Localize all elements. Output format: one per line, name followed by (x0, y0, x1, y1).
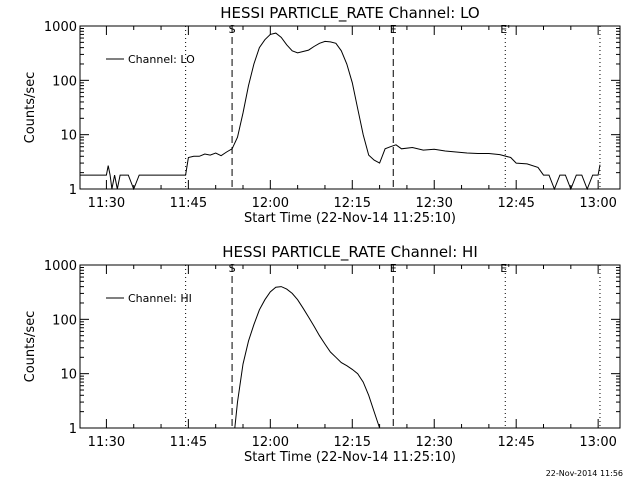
chart-hi-xtick-label: 12:00 (252, 435, 289, 450)
chart-hi-ytick-label: 10 (60, 368, 77, 383)
chart-lo-legend-label: Channel: LO (128, 53, 195, 66)
chart-lo-ytick-label: 10 (60, 129, 77, 144)
chart-lo-xtick-label: 11:45 (170, 196, 207, 211)
chart-hi-legend-label: Channel: HI (128, 292, 192, 305)
chart-lo-xtick-label: 12:30 (415, 196, 452, 211)
chart-lo-marker-label: S (229, 23, 236, 36)
chart-lo-frame (79, 25, 621, 190)
chart-lo-xlabel: Start Time (22-Nov-14 11:25:10) (244, 211, 456, 226)
chart-lo-xtick-label: 12:00 (252, 196, 289, 211)
chart-hi-ytick-label: 1000 (44, 259, 77, 274)
chart-hi-ytick-label: 1 (69, 422, 77, 437)
chart-lo-series-line (80, 32, 601, 190)
chart-hi-xtick-label: 11:45 (170, 435, 207, 450)
chart-hi-xtick-label: 12:30 (415, 435, 452, 450)
chart-lo-xtick-label: 12:45 (497, 196, 534, 211)
chart-hi-title: HESSI PARTICLE_RATE Channel: HI (222, 243, 478, 262)
chart-hi-ylabel: Counts/sec (23, 311, 38, 383)
chart-hi-xtick-label: 12:45 (497, 435, 534, 450)
footer-timestamp: 22-Nov-2014 11:56 (546, 469, 623, 478)
chart-lo-ytick-label: 1 (69, 183, 77, 198)
chart-hi-xtick-label: 12:15 (334, 435, 371, 450)
chart-lo-ylabel: Counts/sec (23, 72, 38, 144)
chart-lo-xtick-label: 11:30 (88, 196, 125, 211)
chart-hi-xlabel: Start Time (22-Nov-14 11:25:10) (244, 450, 456, 465)
chart-hi-xtick-label: 11:30 (88, 435, 125, 450)
chart-hi-ytick-label: 100 (52, 313, 77, 328)
chart-lo-xtick-label: 12:15 (334, 196, 371, 211)
chart-hi-xtick-label: 13:00 (579, 435, 616, 450)
chart-hi-marker-label: E (390, 262, 397, 275)
chart-hi-frame (79, 264, 621, 429)
chart-lo-ytick-label: 100 (52, 74, 77, 89)
chart-lo-marker-label: E' (500, 23, 510, 36)
chart-hi-marker-label: S (229, 262, 236, 275)
chart-lo-marker-label: E (390, 23, 397, 36)
chart-lo-ytick-label: 1000 (44, 20, 77, 35)
chart-lo-xtick-label: 13:00 (579, 196, 616, 211)
chart-lo-title: HESSI PARTICLE_RATE Channel: LO (220, 4, 479, 23)
chart-hi-series-line (234, 286, 381, 429)
chart-hi-marker-label: E' (500, 262, 510, 275)
